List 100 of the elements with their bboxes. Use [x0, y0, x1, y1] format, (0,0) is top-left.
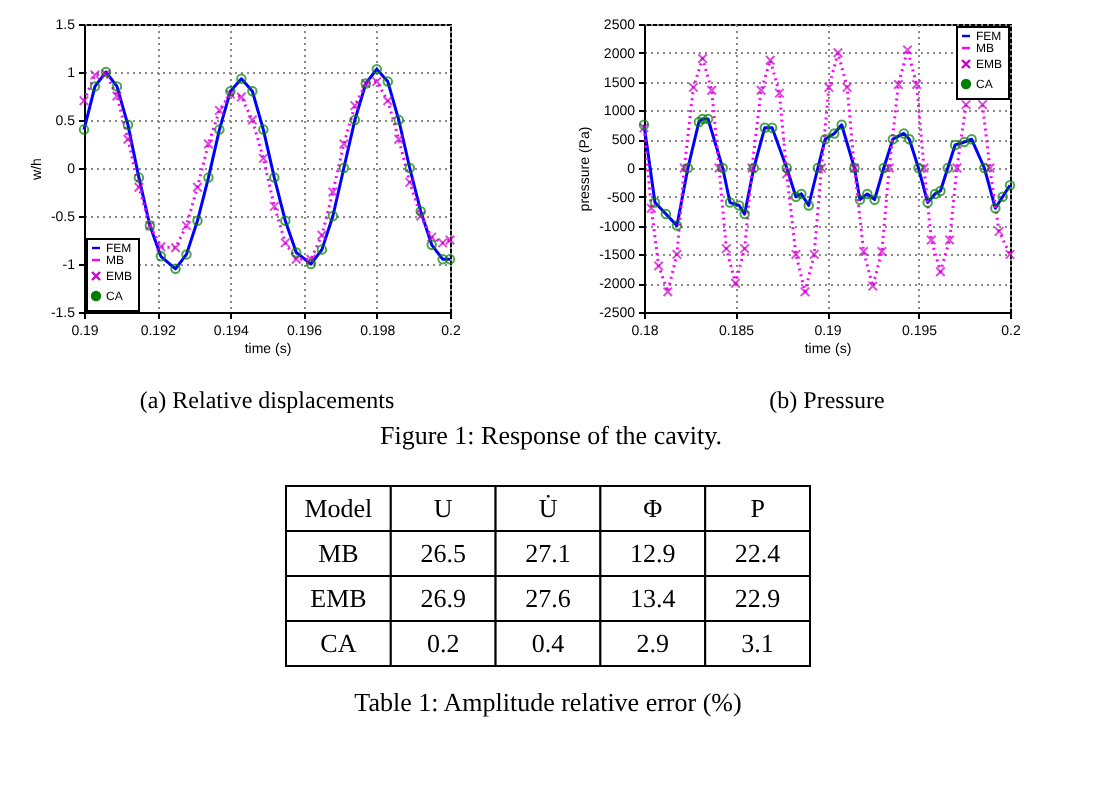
point	[258, 153, 269, 164]
point	[671, 249, 683, 260]
point	[887, 133, 899, 145]
point	[796, 188, 807, 200]
line-series	[642, 117, 1012, 228]
point	[78, 95, 90, 107]
x-tick-label: U	[433, 492, 454, 523]
point	[898, 128, 910, 139]
data-label: 0.2	[426, 627, 460, 658]
point	[944, 234, 955, 246]
point	[781, 162, 792, 174]
point	[929, 188, 941, 200]
point	[122, 119, 134, 131]
point	[415, 205, 426, 217]
point	[926, 234, 937, 246]
point	[803, 200, 814, 211]
point	[836, 119, 847, 131]
text: Table 1: Amplitude relative error (%)	[354, 687, 742, 717]
point	[291, 247, 302, 258]
point	[893, 79, 904, 90]
point	[305, 253, 317, 265]
point	[823, 82, 835, 93]
point	[382, 76, 394, 87]
point	[911, 79, 922, 90]
point	[444, 234, 456, 246]
point	[739, 243, 750, 254]
point	[799, 286, 811, 298]
point	[338, 138, 350, 150]
point	[759, 122, 771, 133]
point	[316, 229, 328, 241]
point	[214, 124, 225, 135]
y-tick-label: MB	[318, 537, 360, 568]
point	[671, 220, 683, 231]
point	[966, 133, 977, 145]
point	[918, 162, 930, 174]
data-label: 26.5	[420, 537, 466, 568]
x-tick-label: Φ	[643, 492, 664, 523]
point	[371, 63, 383, 75]
point	[269, 172, 280, 183]
point	[790, 191, 802, 203]
text: (a) Relative displacements	[139, 386, 395, 414]
data-label: 13.4	[630, 582, 677, 613]
point	[393, 114, 404, 126]
point	[766, 122, 778, 133]
point	[181, 220, 192, 231]
point	[702, 113, 714, 125]
point	[111, 81, 123, 92]
data-label: 22.4	[734, 537, 782, 568]
point	[111, 90, 123, 102]
point	[247, 85, 258, 97]
point	[697, 113, 708, 125]
point	[990, 203, 1001, 214]
point	[984, 162, 996, 174]
point	[133, 172, 145, 183]
point	[883, 162, 895, 174]
point	[935, 185, 946, 197]
point	[258, 124, 269, 135]
point	[444, 253, 456, 265]
point	[997, 191, 1008, 203]
point	[755, 85, 767, 96]
point	[979, 162, 990, 174]
point	[316, 244, 328, 255]
point	[832, 47, 844, 59]
point	[959, 136, 970, 148]
point	[426, 239, 437, 251]
y-tick-label: CA	[320, 627, 358, 658]
point	[858, 246, 869, 257]
point	[1004, 249, 1016, 260]
point	[688, 82, 699, 93]
point	[437, 253, 448, 265]
point	[78, 124, 90, 135]
data-label: 22.9	[734, 582, 781, 613]
point	[338, 162, 350, 174]
point	[862, 188, 873, 200]
point	[951, 162, 963, 174]
point	[790, 249, 802, 260]
caption: Figure 1: Response of the cavity.	[377, 420, 724, 452]
point	[203, 138, 214, 150]
point	[327, 210, 339, 222]
point	[247, 114, 258, 126]
point	[733, 200, 745, 211]
point	[382, 95, 394, 107]
point	[393, 133, 404, 145]
point	[291, 253, 302, 265]
point	[280, 237, 291, 249]
data-label: 12.9	[630, 537, 676, 568]
data-label: 26.9	[420, 582, 466, 613]
point	[706, 85, 717, 96]
point	[765, 55, 776, 66]
point	[305, 258, 317, 270]
x-tick-label: P	[750, 492, 765, 523]
point	[724, 197, 736, 208]
point	[269, 201, 280, 212]
point	[913, 162, 924, 174]
point	[878, 162, 889, 174]
point	[426, 231, 437, 243]
point	[349, 100, 361, 111]
data-label: 27.1	[525, 537, 571, 568]
point	[236, 73, 247, 84]
point	[181, 249, 192, 260]
